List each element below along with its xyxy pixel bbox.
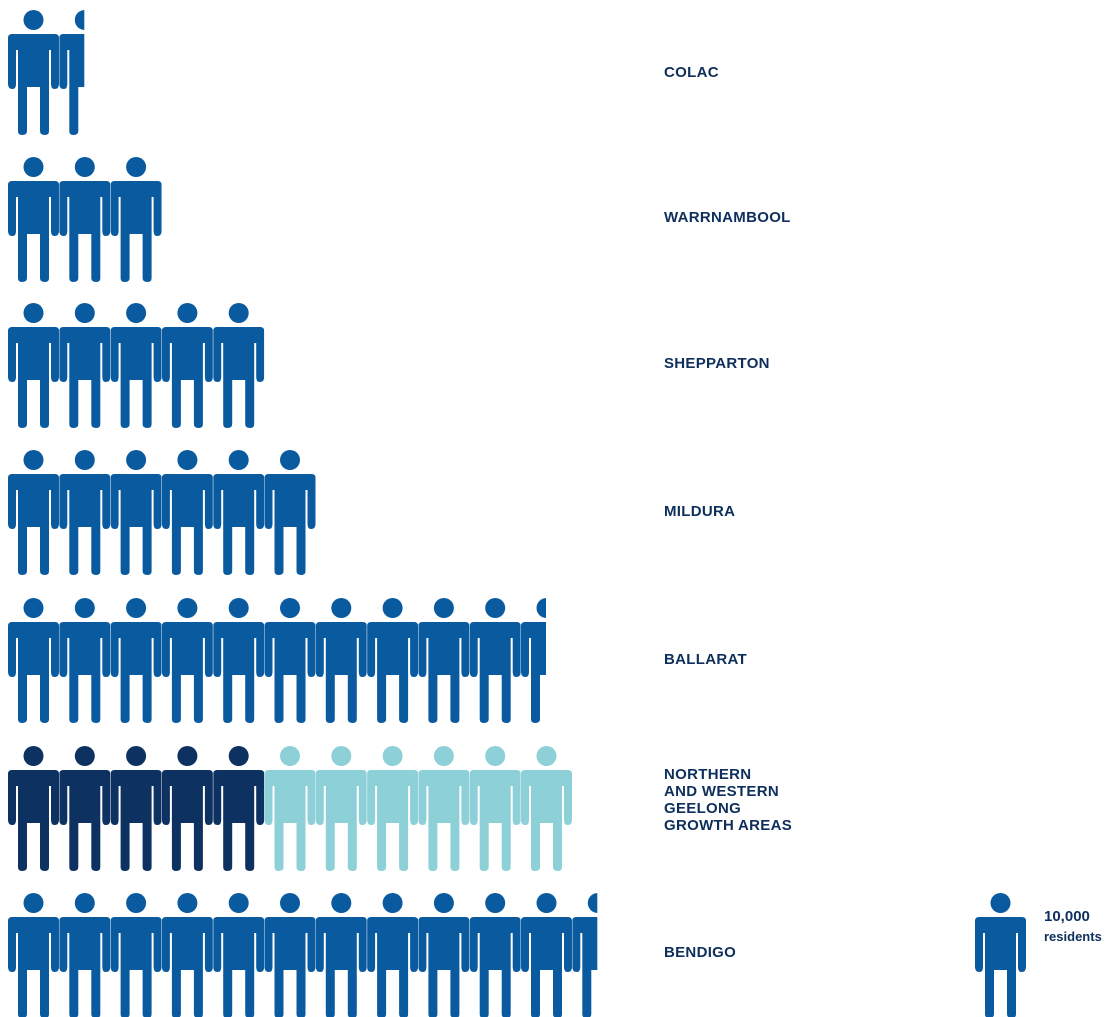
pictogram-row-warrnambool xyxy=(8,157,162,282)
person-icon xyxy=(8,598,59,723)
row-label-warrnambool: WARRNAMBOOL xyxy=(664,209,791,226)
person-icon xyxy=(213,893,265,1017)
person-icon xyxy=(161,893,213,1017)
person-icon xyxy=(213,450,265,575)
row-label-bendigo: BENDIGO xyxy=(664,944,737,961)
pictogram-rows xyxy=(8,10,598,1017)
person-icon xyxy=(315,893,367,1017)
person-icon xyxy=(110,157,162,282)
person-icon xyxy=(367,893,419,1017)
person-icon xyxy=(110,450,162,575)
person-icon xyxy=(418,893,470,1017)
person-icon-partial xyxy=(59,10,85,135)
person-icon xyxy=(469,598,521,723)
person-icon xyxy=(161,450,213,575)
legend-person-icon xyxy=(975,893,1026,1017)
person-icon xyxy=(110,598,162,723)
row-label-ballarat: BALLARAT xyxy=(664,651,747,668)
person-icon xyxy=(59,450,111,575)
pictogram-row-shepparton xyxy=(8,303,265,428)
person-icon xyxy=(264,893,316,1017)
person-icon xyxy=(264,450,316,575)
person-icon xyxy=(213,303,265,428)
legend xyxy=(975,893,1026,1017)
person-icon xyxy=(315,746,367,871)
person-icon xyxy=(59,598,111,723)
person-icon xyxy=(264,598,316,723)
person-icon xyxy=(367,746,419,871)
pictogram-row-bendigo xyxy=(8,893,598,1017)
person-icon xyxy=(8,746,59,871)
person-icon xyxy=(418,746,470,871)
person-icon xyxy=(59,303,111,428)
person-icon xyxy=(59,746,111,871)
person-icon xyxy=(161,598,213,723)
row-label-mildura: MILDURA xyxy=(664,503,736,520)
pictogram-row-colac xyxy=(8,10,85,135)
person-icon xyxy=(213,746,265,871)
person-icon xyxy=(8,450,59,575)
pictogram-row-northern-and-western-geelong-growth-areas xyxy=(8,746,572,871)
person-icon xyxy=(8,303,59,428)
row-label-geelong-growth-areas: NORTHERN AND WESTERN GEELONG GROWTH AREA… xyxy=(664,766,793,834)
person-icon xyxy=(469,893,521,1017)
person-icon xyxy=(110,893,162,1017)
row-label-shepparton: SHEPPARTON xyxy=(664,355,770,372)
person-icon xyxy=(110,746,162,871)
person-icon xyxy=(110,303,162,428)
person-icon xyxy=(161,303,213,428)
person-icon xyxy=(521,746,572,871)
pictogram-row-ballarat xyxy=(8,598,546,723)
person-icon xyxy=(8,157,59,282)
person-icon-partial xyxy=(572,893,598,1017)
row-label-colac: COLAC xyxy=(664,64,719,81)
person-icon xyxy=(59,157,111,282)
person-icon xyxy=(264,746,316,871)
person-icon xyxy=(59,893,111,1017)
person-icon-partial xyxy=(521,598,546,723)
person-icon xyxy=(8,10,59,135)
person-icon xyxy=(161,746,213,871)
person-icon xyxy=(469,746,521,871)
legend-unit: residents xyxy=(1044,929,1102,944)
person-icon xyxy=(8,893,59,1017)
person-icon xyxy=(521,893,572,1017)
person-icon xyxy=(367,598,419,723)
person-icon xyxy=(418,598,470,723)
legend-value: 10,000 xyxy=(1044,908,1090,925)
person-icon xyxy=(315,598,367,723)
pictogram-row-mildura xyxy=(8,450,316,575)
person-icon xyxy=(213,598,265,723)
